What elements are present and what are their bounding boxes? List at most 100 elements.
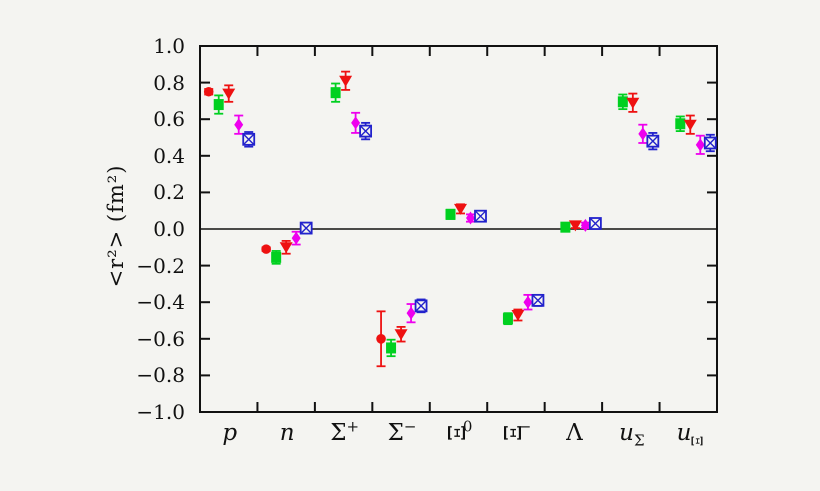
x-category-label-u_sigma: uΣ — [587, 420, 677, 448]
category-symbol: Σ — [387, 420, 404, 446]
data-point-sigma+-green-square — [330, 82, 341, 103]
category-symbol: Ξ — [497, 424, 524, 442]
marker-square — [675, 118, 686, 130]
x-category-label-xi-: Ξ− — [472, 417, 562, 446]
marker-diamond — [406, 306, 416, 320]
marker-cross-diagonal-2 — [646, 135, 659, 148]
category-superscript: − — [518, 417, 532, 436]
marker-cross-diagonal-2 — [359, 125, 372, 138]
y-tick-label: 0.8 — [153, 70, 185, 95]
marker-square — [502, 313, 513, 325]
data-point-xi0-blue-crossed-square — [474, 209, 487, 223]
marker-triangle-down — [683, 119, 697, 131]
data-point-xi--magenta-diamond — [523, 293, 533, 311]
category-subscript: Ξ — [687, 435, 706, 446]
marker-circle — [376, 334, 386, 344]
y-tick-label: −0.6 — [136, 326, 185, 351]
data-point-p-experiment-circle — [203, 86, 214, 97]
marker-square — [560, 221, 571, 233]
data-point-lambda-magenta-diamond — [580, 218, 590, 232]
category-symbol: n — [279, 420, 295, 446]
y-tick-label: −1.0 — [136, 400, 185, 424]
marker-diamond — [523, 295, 533, 309]
data-point-xi0-green-square — [445, 208, 456, 220]
data-point-sigma+-blue-crossed-square — [359, 121, 373, 141]
data-point-sigma--experiment-circle — [376, 310, 386, 368]
marker-diamond — [638, 127, 648, 141]
data-point-u_xi-green-square — [675, 115, 686, 132]
marker-circle — [261, 244, 271, 254]
data-point-u_sigma-blue-crossed-square — [646, 132, 660, 151]
marker-cross-diagonal-2 — [415, 299, 428, 312]
marker-triangle-down — [279, 242, 293, 254]
marker-diamond — [466, 211, 475, 225]
data-point-lambda-green-square — [560, 221, 571, 233]
category-subscript: Σ — [633, 431, 645, 450]
x-category-label-sigma+: Σ+ — [300, 417, 390, 446]
marker-diamond — [351, 116, 361, 130]
data-point-p-magenta-diamond — [234, 114, 244, 135]
category-symbol: Ξ — [441, 424, 468, 442]
marker-cross-diagonal-2 — [589, 217, 602, 230]
marker-triangle-down — [222, 88, 236, 100]
data-point-sigma--red-triangle-down — [394, 326, 408, 343]
data-point-sigma+-magenta-diamond — [351, 111, 361, 134]
data-point-u_sigma-red-triangle-down — [626, 92, 640, 113]
data-point-p-red-triangle-down — [222, 84, 236, 103]
marker-cross-diagonal-2 — [474, 210, 487, 223]
marker-cross-diagonal-2 — [242, 133, 255, 146]
category-superscript: + — [346, 417, 360, 436]
category-symbol: Σ — [330, 420, 347, 446]
x-category-label-lambda: Λ — [529, 420, 619, 446]
marker-diamond — [291, 231, 301, 245]
marker-square — [386, 342, 397, 354]
data-point-n-magenta-diamond — [291, 230, 301, 246]
y-tick-label: 0.2 — [153, 180, 185, 205]
category-superscript: 0 — [462, 417, 473, 436]
marker-cross-diagonal-2 — [300, 222, 313, 235]
data-point-sigma--green-square — [386, 338, 397, 358]
data-point-u_xi-red-triangle-down — [683, 114, 697, 135]
marker-triangle-down — [511, 310, 525, 322]
y-tick-label: −0.8 — [136, 363, 185, 388]
marker-square — [617, 96, 628, 108]
y-tick-label: −0.4 — [136, 290, 185, 315]
data-point-sigma+-red-triangle-down — [339, 70, 353, 91]
data-point-xi0-red-triangle-down — [454, 203, 467, 215]
data-point-n-blue-crossed-square — [299, 221, 313, 235]
x-category-label-xi0: Ξ0 — [415, 417, 505, 446]
marker-diamond — [234, 118, 244, 132]
x-category-label-u_xi: uΞ — [644, 420, 734, 446]
data-point-xi--green-square — [502, 312, 513, 326]
marker-triangle-down — [568, 220, 582, 232]
data-point-n-green-square — [271, 250, 282, 265]
category-symbol: Λ — [566, 420, 583, 446]
marker-square — [445, 208, 456, 220]
marker-triangle-down — [394, 329, 408, 341]
data-point-xi--blue-crossed-square — [531, 293, 545, 307]
data-point-p-green-square — [213, 94, 224, 115]
y-tick-label: −0.2 — [136, 253, 185, 278]
data-point-u_sigma-green-square — [617, 93, 628, 111]
data-point-lambda-blue-crossed-square — [588, 217, 602, 230]
y-tick-label: 0.6 — [153, 107, 185, 132]
x-category-label-n: n — [242, 420, 332, 446]
x-category-label-sigma-: Σ− — [357, 419, 447, 446]
data-point-xi0-magenta-diamond — [466, 211, 475, 225]
category-symbol: p — [222, 420, 238, 446]
data-point-u_xi-magenta-diamond — [695, 134, 705, 155]
y-tick-label: 0.0 — [153, 217, 185, 241]
data-point-u_xi-blue-crossed-square — [703, 133, 717, 153]
data-point-n-red-triangle-down — [279, 239, 293, 255]
data-point-lambda-red-triangle-down — [568, 220, 582, 232]
marker-diamond — [695, 138, 705, 152]
marker-triangle-down — [626, 97, 640, 109]
category-symbol: u — [619, 420, 634, 446]
marker-diamond — [580, 218, 590, 232]
marker-cross-diagonal-2 — [531, 294, 544, 307]
marker-cross-diagonal-2 — [704, 136, 717, 149]
marker-square — [271, 251, 282, 263]
marker-triangle-down — [339, 75, 353, 87]
